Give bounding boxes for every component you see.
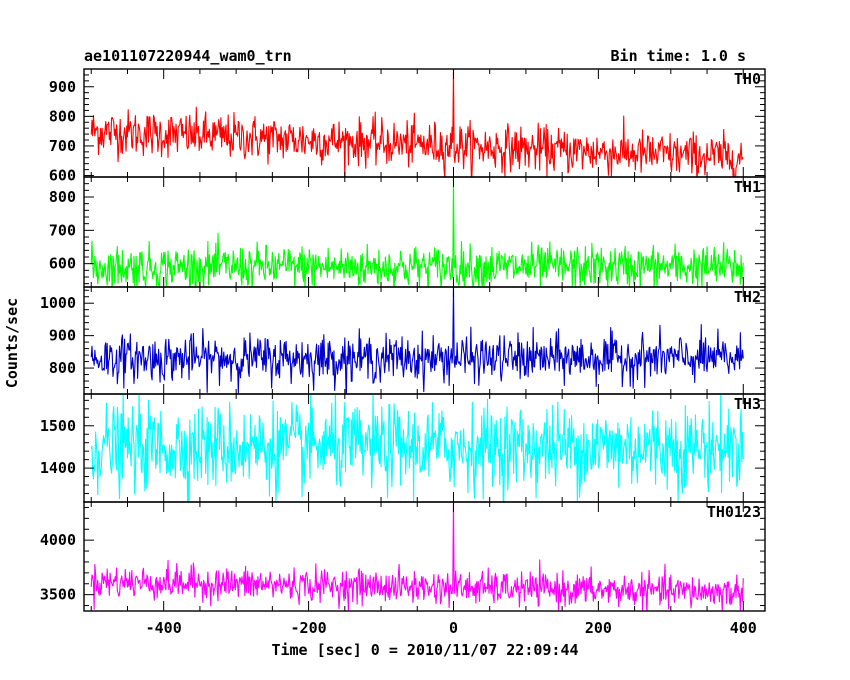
y-tick-label: 1500 — [40, 417, 76, 435]
y-tick-label: 800 — [49, 188, 76, 206]
x-tick-label: -200 — [291, 619, 327, 637]
panel-th0: 600 700 800 900 TH0 — [49, 68, 766, 185]
y-tick-label: 700 — [49, 221, 76, 239]
y-tick-label: 1000 — [40, 294, 76, 312]
panel-label-th0123: TH0123 — [707, 503, 761, 521]
y-tick-label: 600 — [49, 167, 76, 185]
panel-th1: 600 700 800 TH1 — [49, 176, 766, 288]
y-tick-label: 900 — [49, 327, 76, 345]
y-tick-label: 1400 — [40, 459, 76, 477]
y-tick-label: 600 — [49, 255, 76, 273]
y-axis-label: Counts/sec — [3, 298, 21, 388]
y-tick-label: 4000 — [40, 531, 76, 549]
panel-th3: 1400 1500 TH3 — [40, 393, 766, 503]
panel-label-th3: TH3 — [734, 395, 761, 413]
bin-time-label: Bin time: 1.0 s — [611, 47, 746, 65]
x-tick-label: 400 — [730, 619, 757, 637]
y-tick-label: 900 — [49, 78, 76, 96]
series-line-th0123 — [90, 502, 744, 611]
panel-label-th1: TH1 — [734, 178, 761, 196]
x-tick-label: -400 — [146, 619, 182, 637]
panel-label-th2: TH2 — [734, 288, 761, 306]
panel-frame-th0123 — [83, 501, 766, 612]
series-line-th3 — [90, 394, 744, 502]
y-tick-label: 800 — [49, 107, 76, 125]
x-tick-label: 200 — [585, 619, 612, 637]
x-tick-label: 0 — [449, 619, 458, 637]
y-tick-label: 700 — [49, 137, 76, 155]
panel-th0123: 3500 4000 TH0123 — [40, 501, 766, 612]
panels-layer: 600 700 800 900 TH0 600 700 800 TH1 800 900 1000 TH2… — [40, 68, 766, 637]
x-axis-label: Time [sec] 0 = 2010/11/07 22:09:44 — [271, 641, 578, 659]
y-tick-label: 800 — [49, 359, 76, 377]
y-tick-label: 3500 — [40, 586, 76, 604]
series-line-th2 — [90, 287, 744, 394]
series-line-th0 — [90, 69, 744, 177]
panel-th2: 800 900 1000 TH2 — [40, 286, 766, 395]
panel-label-th0: TH0 — [734, 70, 761, 88]
chart-title: ae101107220944_wam0_trn — [84, 47, 292, 65]
